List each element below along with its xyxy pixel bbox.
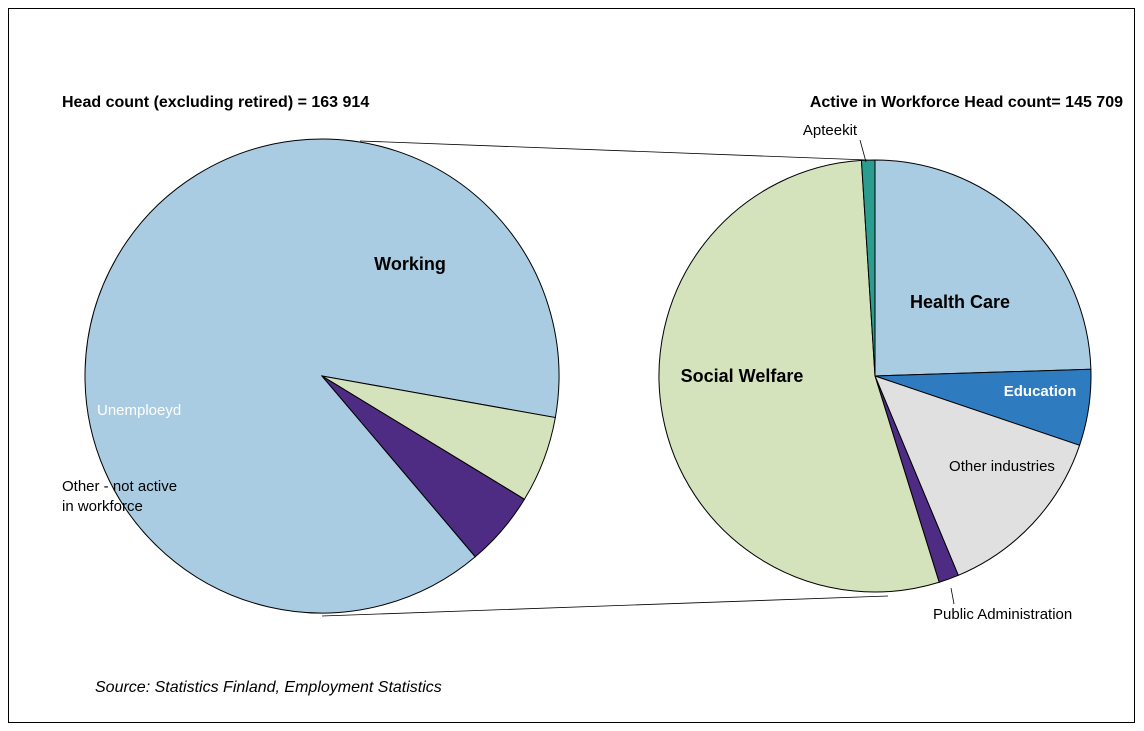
right-pie-slice-other-industries (874, 375, 1081, 576)
right-pie-slice-apteekit (860, 159, 876, 377)
label-apteekit: Apteekit (803, 122, 858, 139)
label-working: Working (374, 254, 446, 274)
label-education: Education (1004, 383, 1077, 400)
leader-line-apteekit (859, 139, 867, 163)
left-pie (84, 138, 560, 614)
connector-line-bottom (321, 595, 889, 617)
label-public-administration: Public Administration (933, 606, 1072, 623)
left-pie-slice-unemploeyd (321, 375, 526, 558)
label-other-not-active: Other - not active in workforce (62, 478, 177, 515)
right-pie (658, 159, 1092, 593)
connector-line-top (359, 140, 869, 161)
label-other-line-1: Other - not active (62, 478, 177, 495)
label-social-welfare: Social Welfare (681, 366, 804, 386)
label-other-industries: Other industries (949, 458, 1055, 475)
label-unemployed: Unemploeyd (97, 402, 181, 419)
left-chart-title: Head count (excluding retired) = 163 914 (62, 94, 369, 111)
right-pie-slice-social-welfare (658, 159, 940, 593)
leader-line-public-administration (950, 587, 955, 605)
right-chart-title: Active in Workforce Head count= 145 709 (810, 94, 1123, 111)
right-pie-slice-health-care (874, 159, 1092, 377)
label-other-line-2: in workforce (62, 498, 143, 515)
label-health-care: Health Care (910, 292, 1010, 312)
source-note: Source: Statistics Finland, Employment S… (95, 679, 442, 696)
